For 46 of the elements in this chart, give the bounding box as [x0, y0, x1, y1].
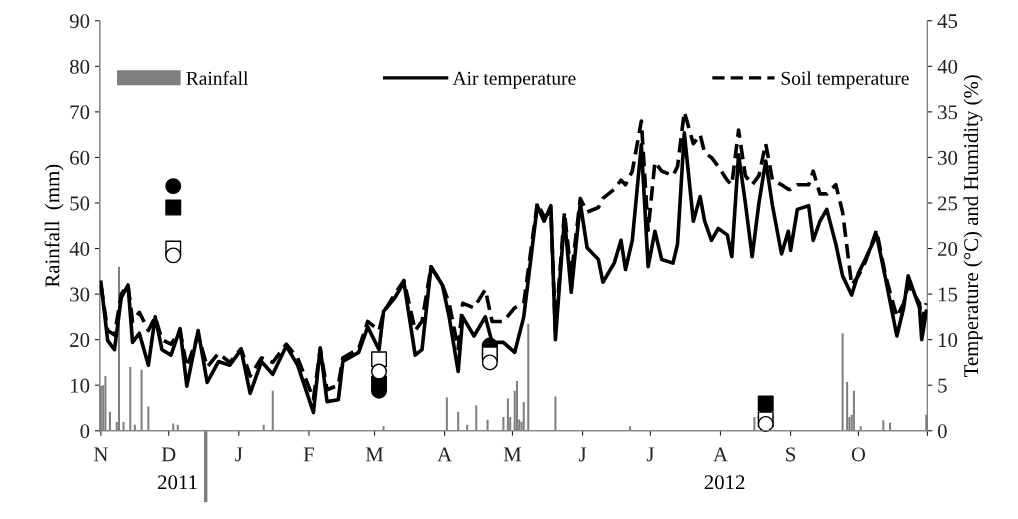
- text: 2012: [704, 475, 745, 490]
- y2-tick-label: 20: [938, 241, 958, 256]
- y2-tick-label: 0: [937, 424, 947, 439]
- x-tick-label: S: [786, 447, 796, 462]
- y-tick-label: 50: [70, 196, 90, 211]
- point: [165, 178, 182, 195]
- x-tick-label: J: [235, 447, 243, 462]
- y-tick-label: 20: [70, 333, 90, 348]
- x-tick-label: M: [503, 447, 522, 462]
- y2-tick-label: 45: [937, 14, 958, 29]
- y2-tick-label: 35: [938, 105, 958, 120]
- point: [757, 395, 774, 412]
- y-tick-label: 90: [69, 14, 90, 29]
- text: 2011: [158, 475, 197, 490]
- y-axis-title: Rainfall (mm): [44, 164, 64, 288]
- legend-label: Soil temperature: [781, 71, 909, 89]
- x-tick-label: F: [303, 447, 314, 462]
- y2-tick-label: 5: [938, 378, 947, 393]
- point: [757, 415, 774, 432]
- point: [165, 199, 182, 216]
- x-tick-label: A: [437, 447, 452, 462]
- y-tick-label: 80: [70, 59, 90, 74]
- x-tick-label: N: [93, 447, 108, 462]
- y2-tick-label: 40: [937, 59, 958, 74]
- x-tick-label: J: [578, 447, 587, 462]
- x-tick-label: O: [851, 447, 866, 462]
- y-tick-label: 10: [71, 378, 90, 393]
- y-tick-label: 40: [69, 241, 90, 256]
- y-tick-label: 0: [80, 424, 90, 439]
- legend-label: Rainfall: [186, 70, 249, 85]
- point: [481, 354, 498, 371]
- x-tick-label: J: [646, 447, 654, 462]
- point: [371, 363, 388, 380]
- y-tick-label: 60: [70, 150, 90, 165]
- y-tick-label: 70: [70, 105, 90, 120]
- y2-tick-label: 25: [938, 196, 958, 211]
- x-tick-label: M: [365, 447, 384, 462]
- y-tick-label: 30: [70, 287, 90, 302]
- y2-tick-label: 10: [938, 333, 958, 348]
- x-tick-label: D: [161, 447, 176, 462]
- y2-axis-title: Temperature (°C) and Humidity (%): [963, 75, 983, 377]
- point: [165, 247, 182, 264]
- y2-tick-label: 15: [938, 287, 958, 302]
- y2-tick-label: 30: [938, 150, 958, 165]
- legend-label: Air temperature: [452, 71, 576, 89]
- x-tick-label: A: [713, 447, 728, 462]
